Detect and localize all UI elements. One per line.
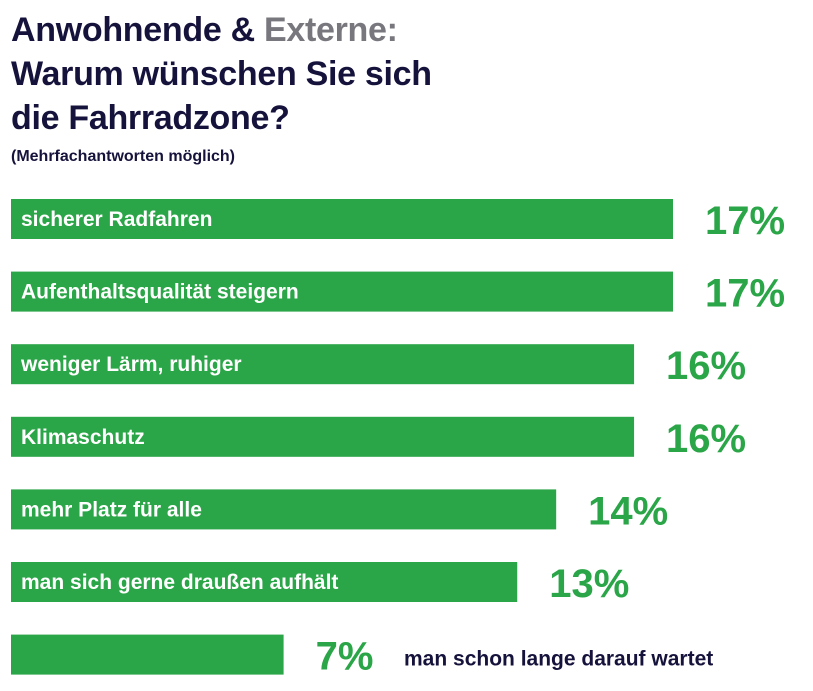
- value-label: 13%: [549, 562, 629, 606]
- bar-row: sicherer Radfahren 17%: [11, 199, 785, 243]
- value-label: 17%: [705, 199, 785, 243]
- bar: [11, 562, 518, 602]
- value-label: 16%: [666, 344, 746, 388]
- category-label: Klimaschutz: [21, 426, 145, 449]
- value-label: 7%: [316, 635, 374, 679]
- bar-row: man sich gerne draußen aufhält 13%: [11, 562, 629, 606]
- value-label: 14%: [588, 489, 668, 533]
- category-label: weniger Lärm, ruhiger: [20, 353, 242, 376]
- bar: [11, 416, 635, 457]
- category-label: Aufenthaltsqualität steigern: [21, 281, 299, 304]
- category-label: sicherer Radfahren: [21, 208, 212, 231]
- chart-subtitle: (Mehrfachantworten möglich): [11, 148, 236, 165]
- bar: [11, 344, 635, 385]
- title-line-2: Warum wünschen Sie sich: [11, 55, 432, 93]
- bar: [11, 634, 284, 675]
- chart-title: Anwohnende & Externe: Warum wünschen Sie …: [11, 8, 432, 140]
- bar: [11, 199, 673, 239]
- bar-row: man schon lange darauf wartet 7%: [11, 634, 713, 679]
- title-part-externals: Externe:: [263, 11, 398, 49]
- title-part-residents: Anwohnende &: [11, 11, 264, 49]
- bar-row: Klimaschutz 16%: [11, 416, 746, 461]
- bar: [11, 271, 673, 312]
- title-line-3: die Fahrradzone?: [11, 99, 290, 137]
- value-label: 16%: [666, 417, 746, 461]
- bar-row: weniger Lärm, ruhiger 16%: [11, 344, 746, 388]
- bar-row: mehr Platz für alle 14%: [11, 489, 668, 533]
- bar: [11, 489, 557, 530]
- category-label: man sich gerne draußen aufhält: [21, 571, 338, 594]
- value-label: 17%: [705, 272, 785, 316]
- category-label: man schon lange darauf wartet: [404, 648, 713, 671]
- bar-row: Aufenthaltsqualität steigern 17%: [11, 271, 785, 316]
- category-label: mehr Platz für alle: [21, 498, 202, 521]
